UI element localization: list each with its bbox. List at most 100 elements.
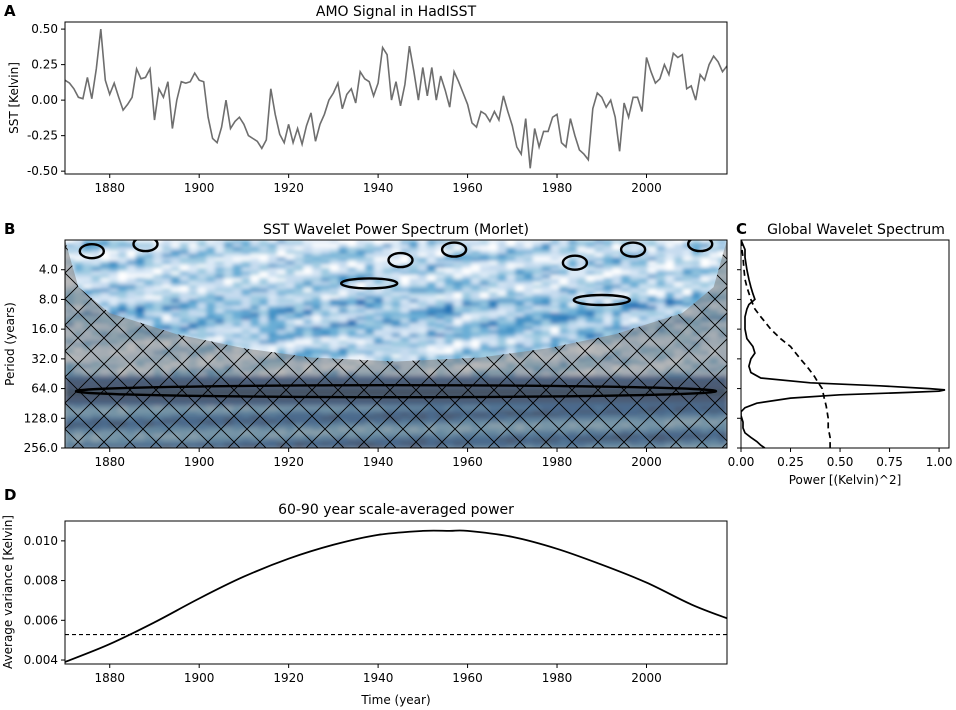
- heatmap-cell: [576, 305, 587, 310]
- heatmap-cell: [250, 278, 260, 283]
- heatmap-cell: [215, 271, 225, 276]
- significance-contours: [74, 240, 718, 399]
- heatmap-cell: [188, 260, 198, 265]
- heatmap-cell: [276, 243, 287, 248]
- scale-averaged-power-line: [65, 529, 727, 663]
- heatmap-cell: [471, 292, 481, 297]
- heatmap-cell: [418, 281, 428, 286]
- heatmap-cell: [285, 285, 296, 290]
- heatmap-cell: [462, 260, 472, 265]
- heatmap-cell: [215, 243, 225, 248]
- heatmap-cell: [356, 298, 366, 303]
- heatmap-cell: [303, 253, 313, 258]
- heatmap-cell: [197, 246, 207, 251]
- heatmap-cell: [691, 253, 702, 258]
- heatmap-cell: [471, 243, 481, 248]
- heatmap-cell: [144, 292, 154, 297]
- heatmap-cell: [515, 337, 525, 342]
- heatmap-cell: [188, 330, 198, 335]
- heatmap-cell: [629, 309, 640, 314]
- heatmap-cell: [312, 298, 322, 303]
- heatmap-cell: [550, 257, 560, 262]
- heatmap-cell: [435, 240, 446, 245]
- heatmap-cell: [665, 288, 675, 293]
- heatmap-cell: [488, 347, 499, 352]
- heatmap-cell: [497, 319, 507, 324]
- heatmap-cell: [241, 326, 251, 331]
- heatmap-cell: [373, 312, 384, 317]
- heatmap-cell: [250, 257, 260, 262]
- heatmap-cell: [188, 264, 198, 269]
- panel-c-xtick-label: 0.75: [876, 455, 903, 469]
- heatmap-cell: [479, 337, 490, 342]
- heatmap-cell: [391, 333, 402, 338]
- heatmap-cell: [594, 323, 605, 328]
- heatmap-cell: [426, 281, 437, 286]
- heatmap-cell: [276, 302, 287, 307]
- heatmap-cell: [709, 240, 719, 245]
- heatmap-cell: [268, 250, 278, 255]
- heatmap-cell: [409, 264, 419, 269]
- heatmap-cell: [73, 250, 84, 255]
- heatmap-cell: [312, 274, 322, 279]
- heatmap-cell: [426, 246, 437, 251]
- heatmap-cell: [276, 285, 287, 290]
- heatmap-cell: [329, 243, 340, 248]
- heatmap-cell: [497, 323, 507, 328]
- heatmap-cell: [647, 240, 657, 245]
- heatmap-cell: [206, 243, 216, 248]
- heatmap-cell: [453, 340, 463, 345]
- heatmap-cell: [347, 267, 357, 272]
- heatmap-cell: [117, 250, 128, 255]
- heatmap-cell: [444, 250, 454, 255]
- heatmap-cell: [206, 337, 216, 342]
- heatmap-cell: [109, 246, 119, 251]
- heatmap-cell: [576, 288, 587, 293]
- heatmap-cell: [170, 250, 181, 255]
- heatmap-cell: [523, 260, 534, 265]
- heatmap-cell: [656, 243, 666, 248]
- heatmap-cell: [409, 243, 419, 248]
- heatmap-cell: [382, 288, 393, 293]
- heatmap-cell: [347, 298, 357, 303]
- heatmap-cell: [268, 295, 278, 300]
- heatmap-cell: [497, 302, 507, 307]
- heatmap-cell: [382, 347, 393, 352]
- heatmap-cell: [471, 264, 481, 269]
- heatmap-cell: [497, 330, 507, 335]
- heatmap-cell: [559, 330, 569, 335]
- heatmap-cell: [435, 253, 446, 258]
- heatmap-cell: [100, 278, 110, 283]
- heatmap-cell: [329, 337, 340, 342]
- heatmap-cell: [629, 264, 640, 269]
- heatmap-cell: [444, 292, 454, 297]
- heatmap-cell: [276, 264, 287, 269]
- panel-d-xtick-label: 1920: [273, 671, 304, 685]
- heatmap-cell: [338, 319, 349, 324]
- heatmap-cell: [320, 250, 331, 255]
- heatmap-cell: [312, 350, 322, 355]
- heatmap-cell: [382, 271, 393, 276]
- heatmap-cell: [656, 305, 666, 310]
- heatmap-cell: [568, 260, 578, 265]
- heatmap-cell: [206, 285, 216, 290]
- heatmap-cell: [638, 253, 649, 258]
- heatmap-cell: [320, 288, 331, 293]
- heatmap-cell: [197, 240, 207, 245]
- heatmap-cell: [629, 323, 640, 328]
- heatmap-cell: [488, 243, 499, 248]
- heatmap-cell: [373, 257, 384, 262]
- heatmap-cell: [585, 305, 596, 310]
- heatmap-cell: [435, 350, 446, 355]
- heatmap-cell: [691, 281, 702, 286]
- heatmap-cell: [329, 253, 340, 258]
- heatmap-cell: [426, 337, 437, 342]
- heatmap-cell: [612, 278, 622, 283]
- significance-contour: [387, 251, 414, 269]
- heatmap-cell: [338, 330, 349, 335]
- heatmap-cell: [206, 253, 216, 258]
- heatmap-cell: [312, 323, 322, 328]
- panel-a-xtick-label: 1940: [363, 181, 394, 195]
- heatmap-cell: [188, 326, 198, 331]
- heatmap-cell: [426, 260, 437, 265]
